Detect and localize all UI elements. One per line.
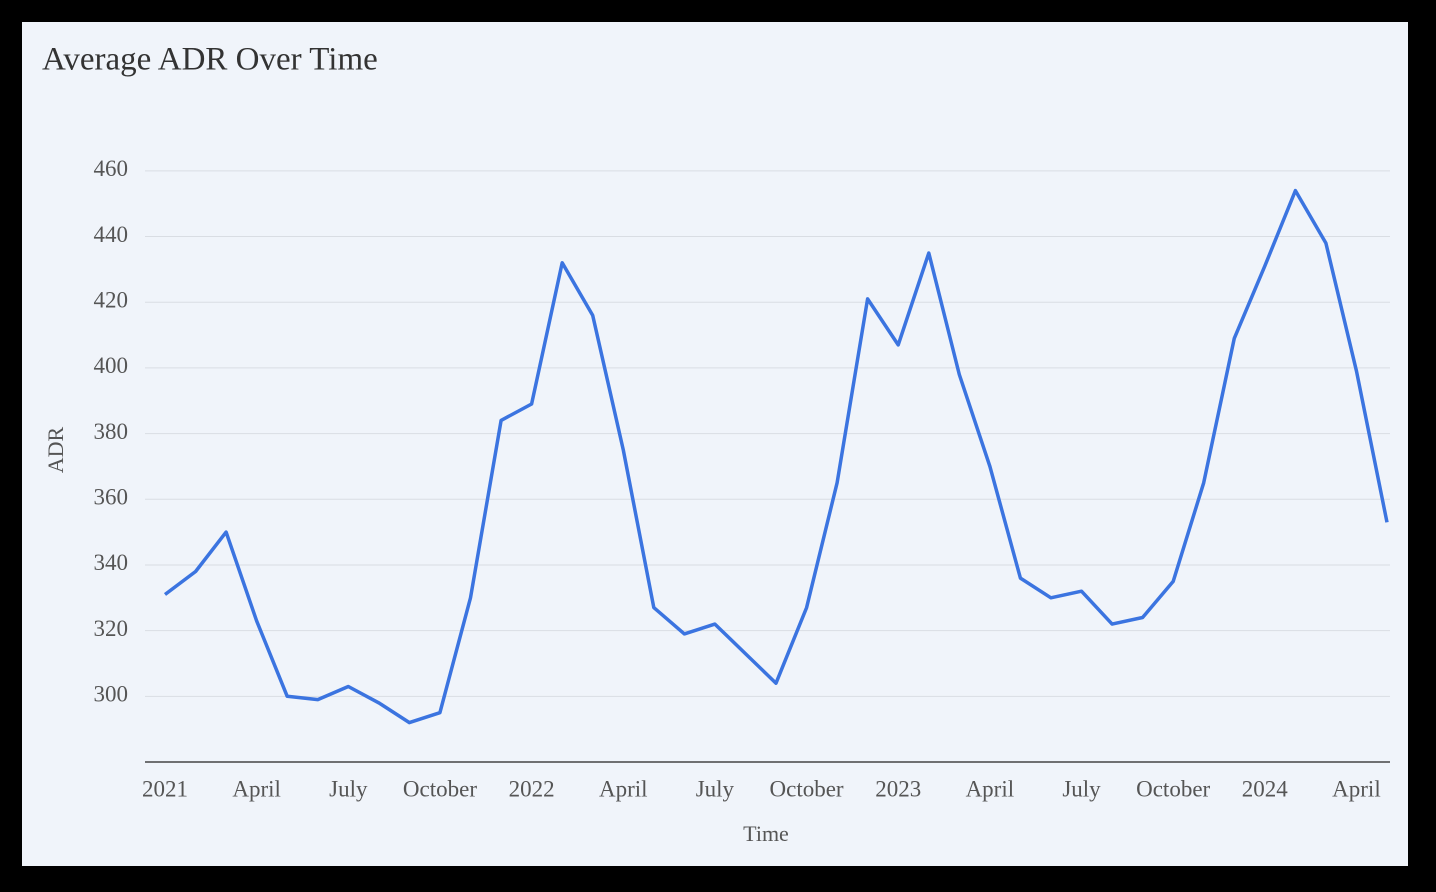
x-tick-label: April: [232, 776, 281, 801]
y-tick-label: 440: [94, 222, 129, 247]
x-tick-label: 2022: [509, 776, 555, 801]
y-tick-label: 340: [94, 550, 129, 575]
x-axis-label: Time: [743, 821, 789, 846]
x-tick-label: April: [599, 776, 648, 801]
x-tick-label: April: [966, 776, 1015, 801]
y-tick-label: 300: [94, 682, 129, 707]
x-tick-label: July: [1062, 776, 1101, 801]
x-tick-label: 2024: [1242, 776, 1289, 801]
x-tick-label: April: [1332, 776, 1381, 801]
y-tick-label: 420: [94, 287, 129, 312]
y-tick-label: 400: [94, 353, 129, 378]
chart-title: Average ADR Over Time: [42, 42, 378, 78]
y-tick-label: 380: [94, 419, 129, 444]
y-tick-label: 320: [94, 616, 129, 641]
x-tick-label: October: [770, 776, 844, 801]
panel: [22, 22, 1408, 866]
y-tick-label: 360: [94, 485, 129, 510]
x-tick-label: October: [1136, 776, 1210, 801]
x-tick-label: July: [696, 776, 735, 801]
x-tick-label: 2021: [142, 776, 188, 801]
y-axis-label: ADR: [43, 426, 68, 473]
x-tick-label: July: [329, 776, 368, 801]
x-tick-label: October: [403, 776, 477, 801]
x-tick-label: 2023: [875, 776, 921, 801]
data-line: [163, 188, 1389, 725]
y-tick-label: 460: [94, 156, 129, 181]
